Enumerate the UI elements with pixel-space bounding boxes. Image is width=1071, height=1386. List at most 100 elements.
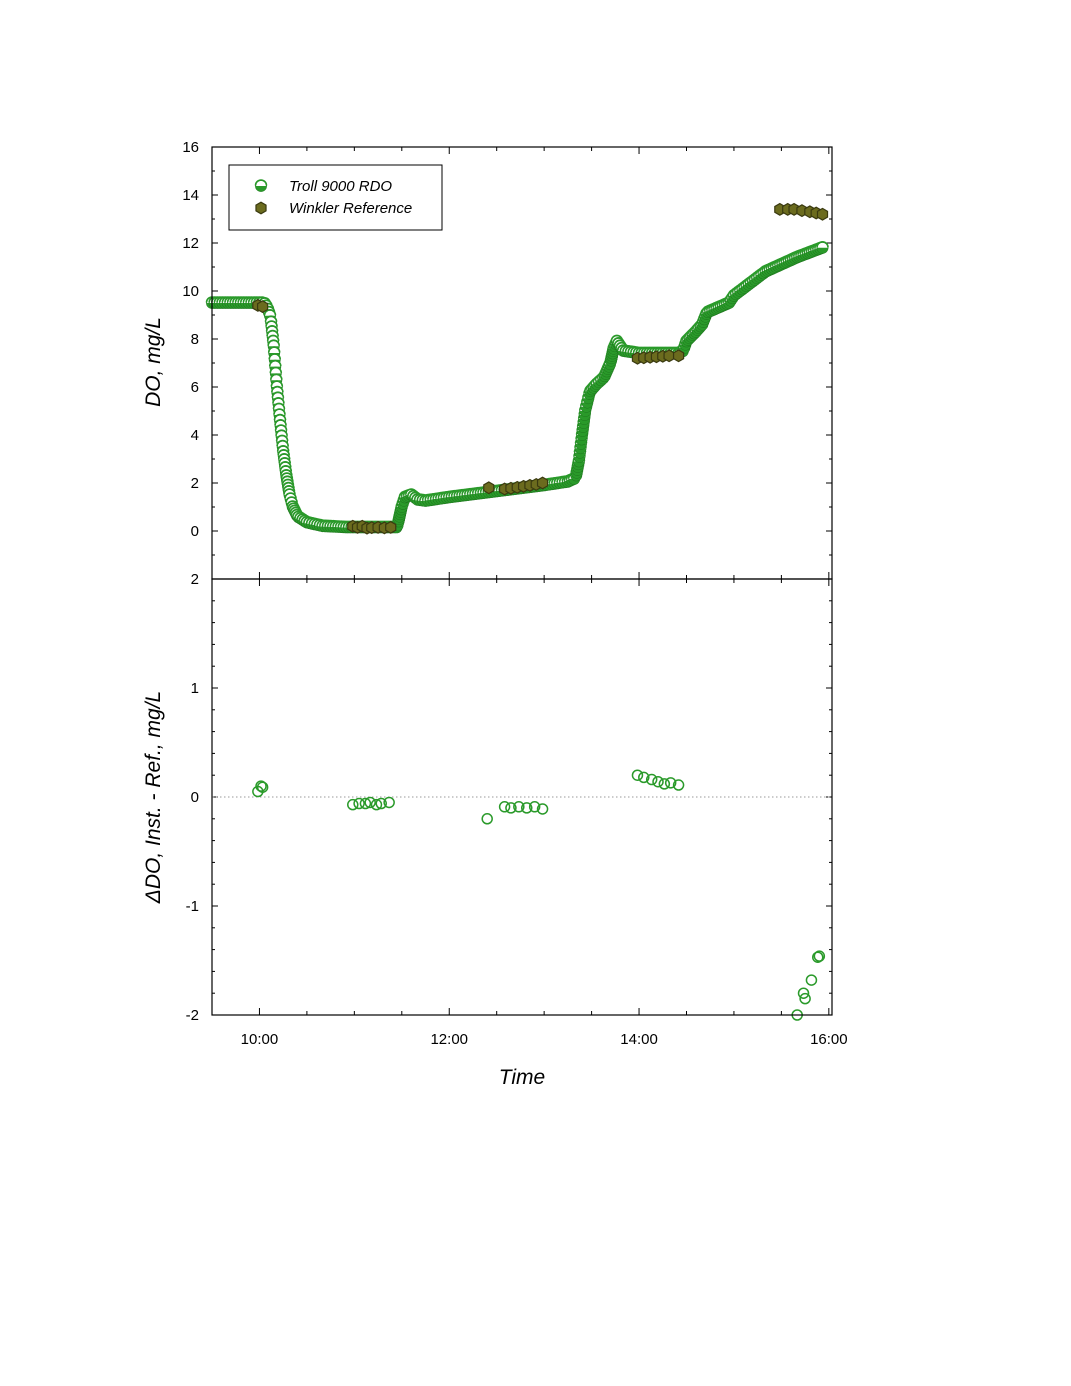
difference-point (812, 951, 824, 963)
marker-rim (277, 449, 291, 456)
marker-rim (266, 329, 279, 337)
difference-point (505, 802, 517, 814)
difference-point (255, 780, 267, 792)
marker-rim (263, 309, 277, 316)
marker-rim (283, 488, 296, 495)
marker-rim (267, 339, 280, 346)
marker-fill (574, 452, 586, 459)
bottom-y-tick-label: 2 (191, 571, 199, 588)
legend-winkler-marker (255, 201, 267, 215)
legend-box (228, 164, 443, 231)
marker-rim (274, 419, 287, 426)
difference-point (256, 781, 269, 793)
bottom-panel: 2 1 0 -1 -2 10:00 12:00 14:00 16:00 ΔDO, Inst. … (142, 571, 848, 1089)
difference-point (528, 801, 541, 813)
marker-rim (279, 465, 293, 472)
bottom-plot-frame (211, 578, 833, 1016)
legend-troll-marker (254, 179, 268, 192)
legend-winkler-symbol (255, 201, 267, 215)
marker-rim (265, 325, 279, 332)
marker-rim (270, 380, 284, 387)
difference-point (347, 798, 359, 811)
marker-rim (284, 492, 297, 499)
marker-rim (280, 469, 293, 476)
marker-rim (273, 408, 286, 415)
marker-fill (573, 457, 585, 463)
difference-point (520, 802, 533, 814)
marker-rim (272, 397, 285, 404)
difference-point (498, 801, 511, 813)
marker-rim (280, 472, 294, 479)
marker-rim (254, 179, 268, 186)
marker-rim (273, 413, 287, 421)
top-y-tick-label: 2 (191, 475, 199, 492)
difference-series (252, 769, 826, 1021)
marker-fill (817, 247, 829, 254)
difference-point (672, 779, 685, 791)
legend-troll-symbol (254, 179, 268, 192)
difference-point (799, 992, 811, 1005)
marker-fill (255, 186, 267, 192)
winkler-point (385, 520, 397, 534)
top-y-tick-label: 0 (191, 523, 199, 540)
marker-rim (276, 445, 290, 452)
difference-point (513, 801, 525, 813)
x-tick-labels: 10:00 12:00 14:00 16:00 (241, 1031, 848, 1048)
difference-point (631, 769, 644, 781)
difference-point (375, 797, 387, 810)
difference-point (353, 797, 365, 810)
difference-point (383, 796, 395, 809)
top-y-tick-label: 12 (182, 235, 199, 252)
difference-point (797, 987, 810, 999)
marker-rim (265, 320, 278, 327)
winkler-point (256, 300, 269, 314)
winkler-series (252, 202, 829, 535)
bottom-y-tick-label: -2 (186, 1007, 199, 1024)
difference-point (359, 797, 372, 810)
bottom-y-tick-label: 0 (191, 789, 199, 806)
x-tick-label: 14:00 (620, 1031, 658, 1048)
marker-fill (576, 439, 588, 445)
difference-point (664, 777, 677, 789)
difference-point (370, 798, 383, 811)
marker-rim (266, 334, 280, 342)
marker-rim (285, 496, 298, 503)
winkler-point (672, 349, 685, 363)
marker-rim (271, 385, 284, 393)
top-y-tick-labels: 16 14 12 10 8 6 4 2 0 (182, 139, 199, 540)
winkler-point (483, 481, 495, 495)
difference-point (638, 771, 650, 784)
marker-fill (573, 461, 585, 467)
bottom-y-axis-title: ΔDO, Inst. - Ref., mg/L (142, 691, 165, 904)
x-tick-label: 10:00 (241, 1031, 279, 1048)
x-tick-label: 12:00 (430, 1031, 468, 1048)
winkler-point (816, 207, 829, 221)
bottom-y-tick-label: -1 (186, 898, 199, 915)
top-panel: 16 14 12 10 8 6 4 2 0 DO, mg/L Troll 9000 RDO Wi… (142, 139, 833, 580)
x-axis-title: Time (499, 1066, 545, 1089)
marker-rim (282, 481, 295, 489)
x-tick-label: 16:00 (810, 1031, 848, 1048)
marker-rim (281, 478, 295, 486)
top-y-tick-label: 14 (182, 187, 199, 204)
top-y-axis-title: DO, mg/L (142, 317, 165, 407)
marker-rim (282, 485, 296, 492)
marker-rim (281, 475, 294, 482)
difference-point (536, 803, 549, 815)
top-y-tick-label: 4 (191, 427, 199, 444)
marker-rim (276, 439, 289, 447)
difference-point (813, 950, 826, 962)
marker-rim (268, 359, 282, 367)
legend-label-winkler: Winkler Reference (289, 200, 412, 217)
marker-rim (269, 366, 283, 374)
marker-rim (272, 402, 286, 410)
marker-rim (816, 241, 829, 248)
bottom-y-tick-labels: 2 1 0 -1 -2 (186, 571, 199, 1024)
legend: Troll 9000 RDO Winkler Reference (228, 164, 443, 231)
marker-rim (274, 424, 288, 431)
marker-rim (264, 315, 278, 322)
top-y-tick-label: 8 (191, 331, 199, 348)
troll-point (816, 241, 829, 254)
marker-rim (275, 429, 288, 436)
